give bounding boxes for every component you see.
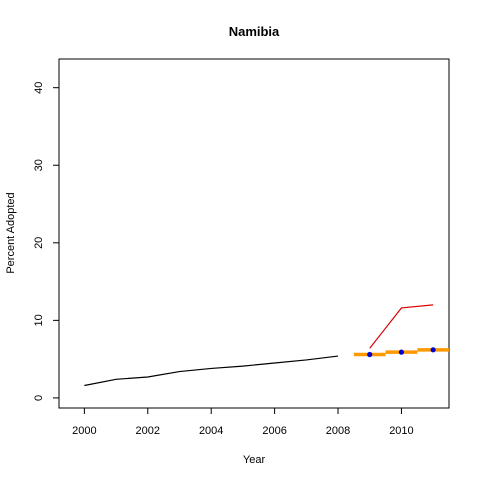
x-axis: 2000 2002 2004 2006 2008 2010 [72, 407, 414, 437]
chart-title: Namibia [229, 24, 280, 39]
x-tick-label: 2010 [389, 425, 413, 437]
data-point [367, 351, 373, 358]
x-tick-label: 2000 [72, 425, 96, 437]
y-tick-label: 20 [33, 237, 45, 249]
y-tick-label: 40 [33, 82, 45, 94]
y-tick-label: 30 [33, 159, 45, 171]
y-axis: 0 10 20 30 40 [33, 82, 60, 401]
data-point [398, 349, 405, 355]
x-tick-label: 2002 [136, 425, 160, 437]
plot-area [84, 304, 449, 387]
upper-line [369, 304, 434, 349]
y-tick-label: 0 [33, 395, 45, 401]
data-point [430, 347, 436, 353]
history-line [84, 355, 339, 387]
y-tick-label: 10 [33, 314, 45, 326]
plot-frame [58, 58, 450, 409]
x-tick-label: 2008 [326, 425, 350, 437]
x-tick-label: 2006 [262, 425, 286, 437]
x-axis-label: Year [243, 454, 266, 466]
y-axis-label: Percent Adopted [5, 192, 17, 273]
x-tick-label: 2004 [199, 425, 223, 437]
